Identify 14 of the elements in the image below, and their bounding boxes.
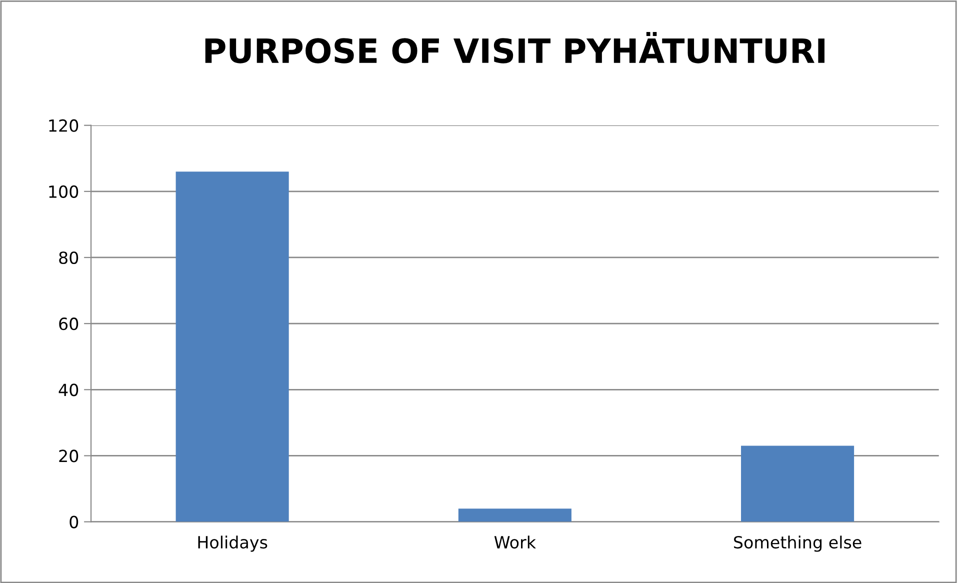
x-tick-label: Work xyxy=(494,536,536,549)
bar xyxy=(176,172,289,522)
y-tick-label: 40 xyxy=(58,384,78,396)
y-tick-label: 80 xyxy=(59,251,78,264)
y-tick-label: 100 xyxy=(49,185,78,198)
y-tick-label: 60 xyxy=(59,318,78,330)
bar xyxy=(741,446,854,522)
chart-title: PURPOSE OF VISIT PYHÄTUNTURI xyxy=(205,32,824,64)
x-tick-label: Something else xyxy=(734,536,862,552)
bar xyxy=(458,508,572,522)
y-tick-label: 20 xyxy=(59,450,78,462)
x-tick-label: Holidays xyxy=(198,536,268,552)
y-tick-label: 0 xyxy=(70,516,78,528)
y-tick-label: 120 xyxy=(49,119,78,132)
